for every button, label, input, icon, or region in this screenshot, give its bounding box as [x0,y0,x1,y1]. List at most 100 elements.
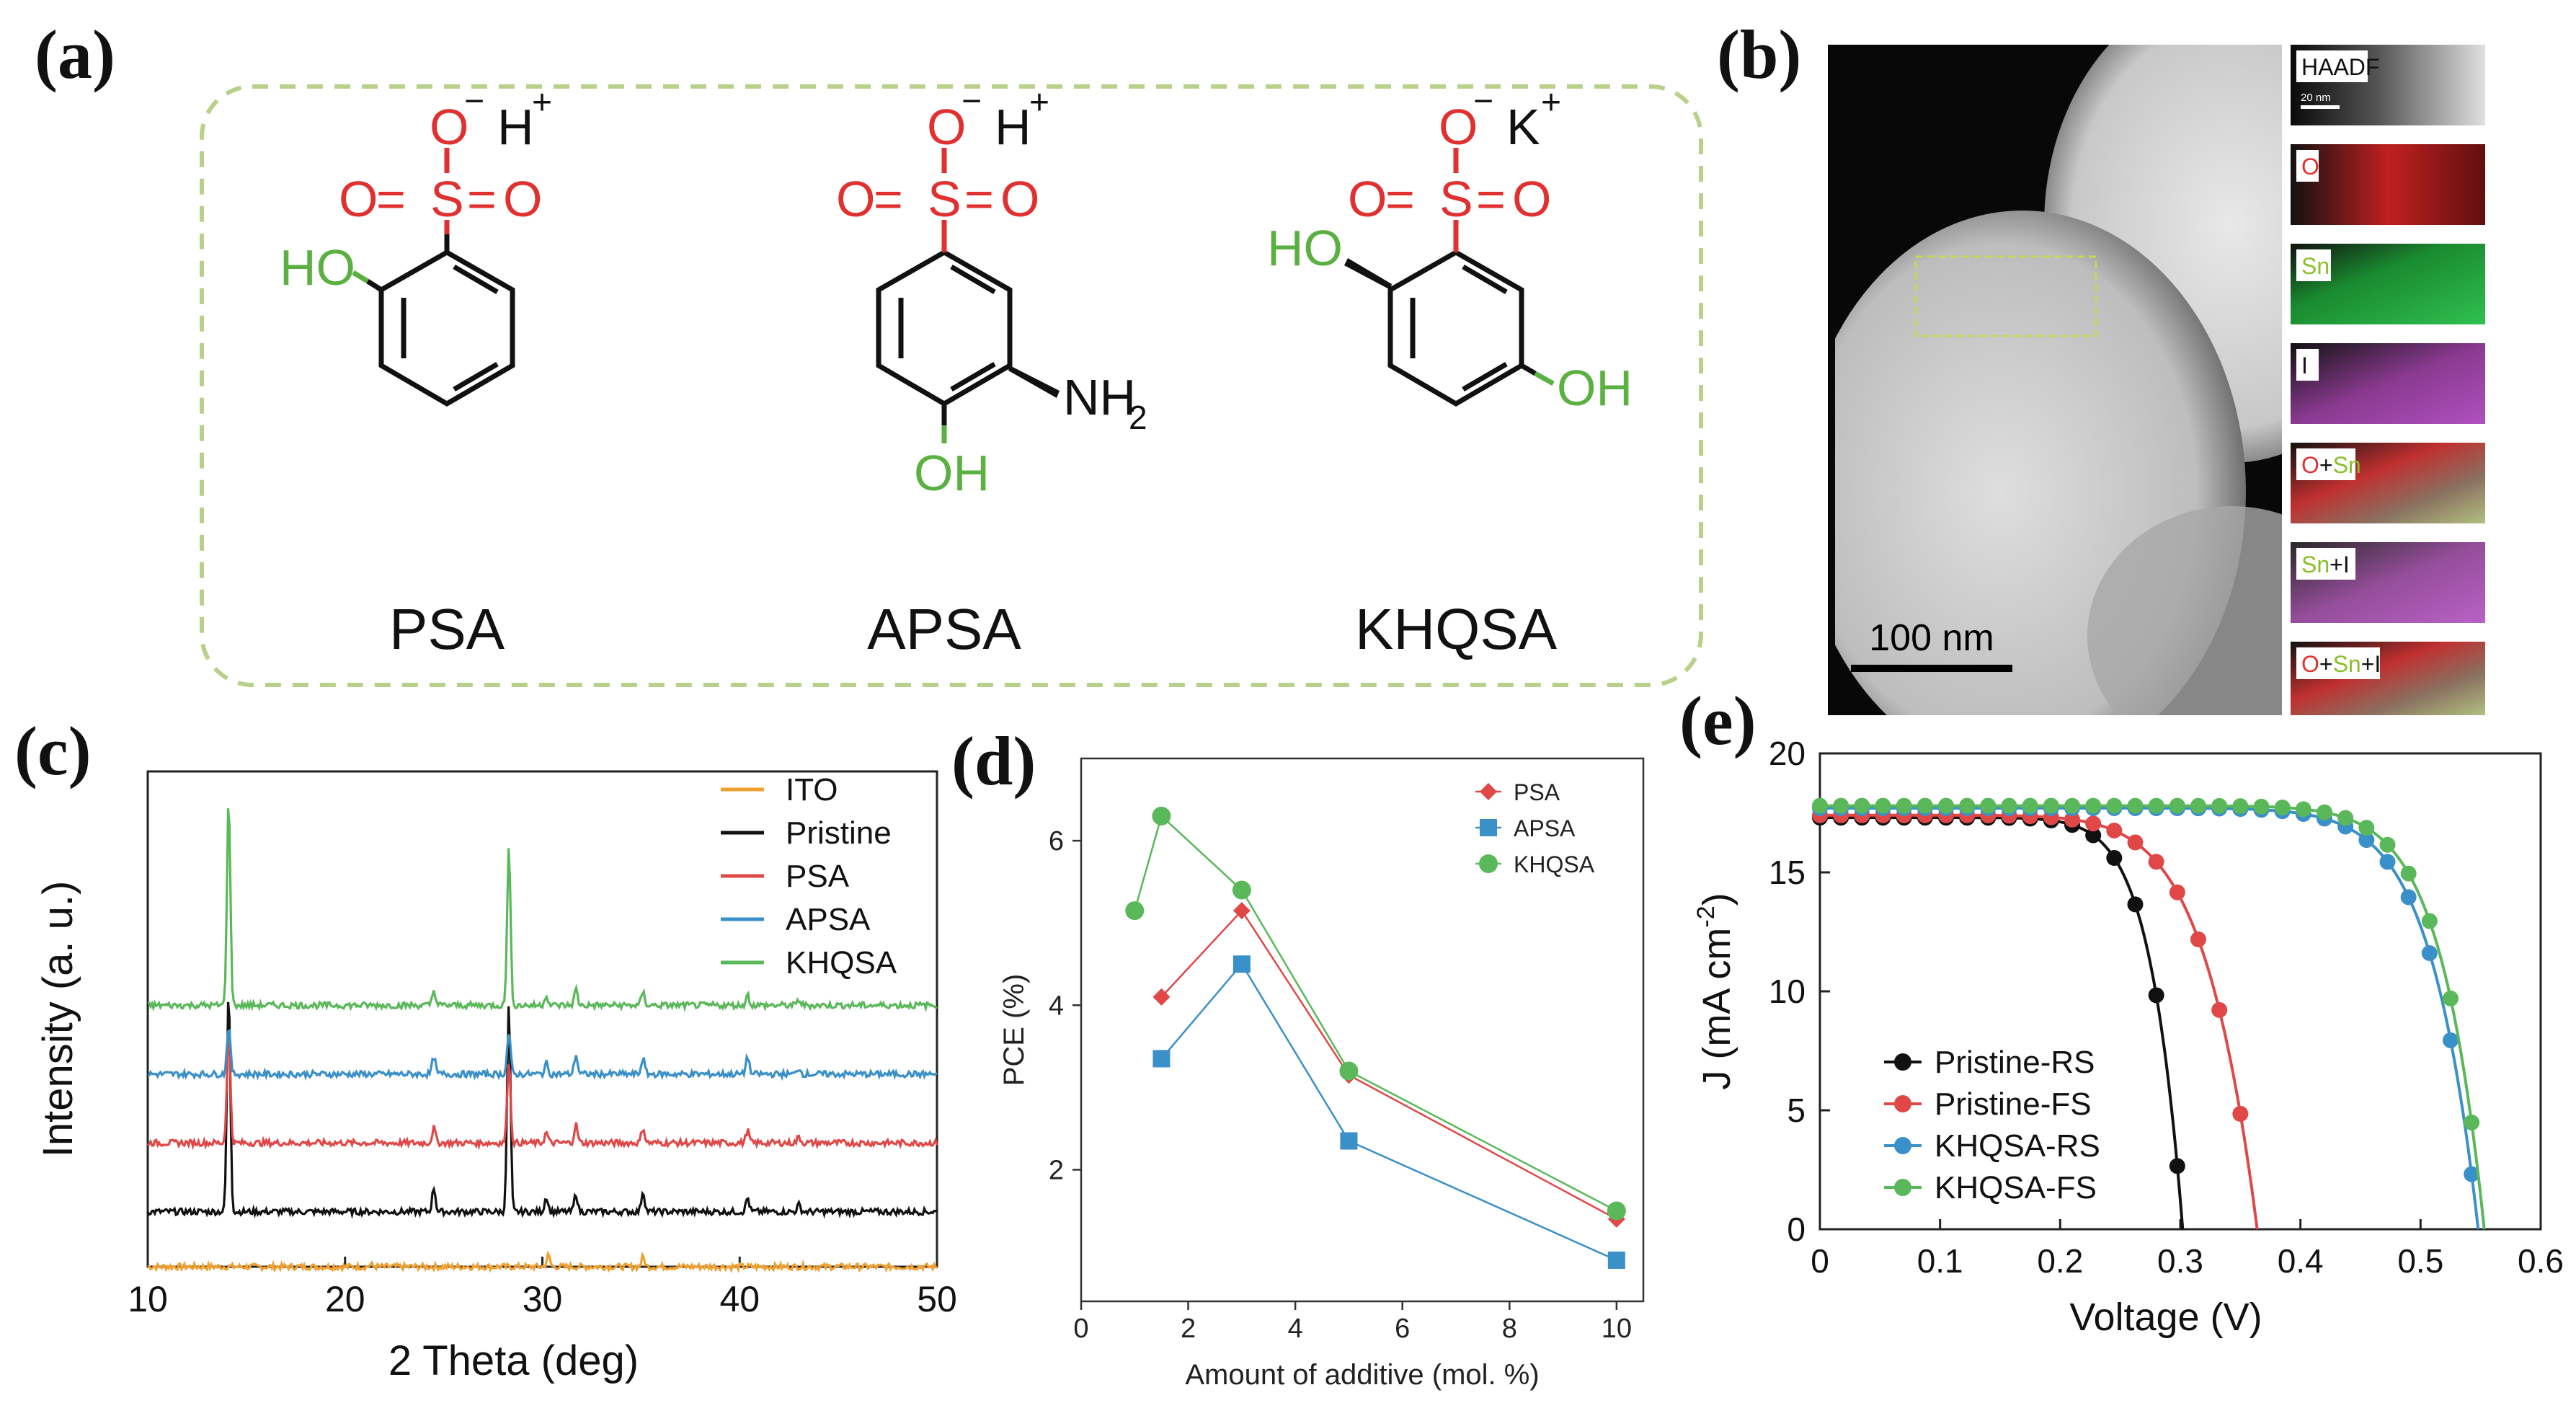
chart-e-point [2127,797,2144,814]
chart-c-xlabel: 2 Theta (deg) [388,1337,639,1384]
chart-e-xtick-label: 0 [1811,1242,1829,1280]
apsa-oh: OH [914,445,990,501]
chart-e-ytick-label: 5 [1787,1092,1806,1129]
chart-c-legend-label: ITO [786,772,838,807]
psa-o-minus: O [430,99,468,155]
eds-map-label-2: Sn [2296,249,2331,281]
svg-text:O: O [503,171,542,227]
chart-c-legend-label: Pristine [786,815,892,851]
chart-d-xtick-label: 2 [1181,1314,1196,1344]
chart-e-series-khqsa-fs [1812,797,2486,1230]
panel-b-stem-image: 100 nm 20 nm HAADF O Sn I O+Sn Sn+I O+Sn+I [1828,45,2549,715]
chart-c-xtick-label: 50 [917,1279,957,1319]
chart-d-xtick-label: 10 [1602,1314,1632,1344]
chart-e-line [1820,804,2486,1230]
svg-text:−: − [961,82,982,120]
eds-map-label-1: O [2296,150,2319,182]
chart-c-legend-label: PSA [786,859,850,894]
chart-e-series-pristine-fs [1812,807,2259,1230]
eds-map-label-6: O+Sn+I [2296,647,2381,679]
svg-text:S: S [1439,171,1473,227]
chart-d-point [1607,1201,1626,1221]
svg-text:+: + [1541,84,1561,122]
apsa-nh2: NH [1063,369,1136,425]
svg-text:=: = [1385,171,1415,227]
chart-e-series-khqsa-rs [1812,800,2480,1230]
chart-e-legend-label: Pristine-RS [1935,1045,2095,1080]
chart-e-point [2106,822,2123,838]
chart-e-ytick-label: 15 [1769,854,1806,891]
chart-e-xtick-label: 0.6 [2518,1242,2564,1280]
chart-d-pce: 0 2 4 6 8 10 2 4 6 Amount of additive (mol. %) PCE… [998,757,1645,1391]
panel-label-e: (e) [1679,682,1756,759]
chart-d-series-apsa [1152,955,1625,1269]
chart-e-point [2085,815,2102,832]
panel-label-d: (d) [951,722,1036,800]
svg-text:=: = [1476,171,1506,227]
chart-e-point [2001,797,2017,814]
chart-d-ytick-label: 2 [1049,1155,1064,1185]
chart-e-point [2211,797,2228,814]
chart-e-point [2064,797,2080,814]
khqsa-oh: OH [1557,360,1633,416]
chart-e-xtick-label: 0.3 [2157,1242,2203,1280]
chart-e-point [2443,990,2459,1006]
chart-d-point [1152,988,1171,1006]
chart-e-point [2464,1166,2480,1182]
chart-d-point [1607,1251,1625,1269]
chart-e-point [2274,800,2291,816]
chart-e-point [1854,797,1870,814]
svg-text:Sn: Sn [2301,253,2329,279]
chart-e-line [1820,816,2185,1230]
chart-e-point [1980,797,1997,814]
chart-d-line [1160,962,1617,1262]
chart-e-point [2400,889,2417,906]
chart-e-point [2148,797,2164,814]
chart-e-point [2190,797,2206,814]
chart-e-point [2127,896,2144,913]
psa-name: PSA [389,597,505,661]
svg-text:O+Sn+I: O+Sn+I [2301,651,2381,677]
panel-label-b: (b) [1717,16,1802,93]
chart-e-point [1959,797,1976,814]
chart-e-point [2232,1105,2249,1122]
svg-text:2: 2 [1129,399,1147,436]
molecule-khqsa: O − K + O = S = O HO OH KHQSA [1267,82,1633,661]
chart-e-point [2085,827,2102,844]
chart-c-series-ito [147,1250,938,1274]
psa-cation: H [497,99,534,155]
chart-e-line [1820,806,2480,1230]
chart-d-legend-label: PSA [1514,779,1560,805]
chart-e-ytick-label: 20 [1769,735,1806,772]
chart-d-ytick-label: 4 [1049,991,1064,1021]
chart-e-point [2106,797,2123,814]
chart-e-point [2169,884,2185,900]
chart-d-point [1233,902,1251,920]
chart-e-point [2043,797,2059,814]
molecule-psa: O − H + O = S = O HO PSA [280,82,552,661]
chart-e-series-pristine-rs [1812,810,2185,1230]
chart-d-point [1125,901,1145,921]
chart-d-ytick-label: 6 [1049,826,1064,857]
khqsa-name: KHQSA [1355,597,1558,661]
eds-map-label-0: HAADF [2296,50,2379,82]
chart-e-point [2064,811,2080,828]
chart-c-series-pristine [146,1001,938,1219]
chart-e-jv: 0 0.1 0.2 0.3 0.4 0.5 0.6 0 5 10 15 20 Voltage (V) J … [1692,735,2564,1339]
chart-e-point [1875,797,1891,814]
chart-e-point [2400,865,2417,882]
chart-e-point [2127,834,2144,851]
chart-e-point [2421,944,2438,961]
chart-c-xrd: 10 20 30 40 50 2 Theta (deg) Intensity (a. u.)… [35,770,957,1384]
eds-map-label-3: I [2296,349,2319,381]
svg-text:=: = [467,171,497,227]
svg-text:=: = [874,171,903,227]
svg-text:=: = [964,171,994,227]
chart-d-series-khqsa [1125,806,1626,1221]
svg-text:+: + [532,84,552,122]
chart-d-point [1232,880,1251,900]
chart-c-series-psa [146,1031,938,1151]
chart-c-xtick-label: 30 [523,1279,563,1319]
chart-e-point [2358,832,2375,849]
svg-text:O: O [2301,154,2319,180]
